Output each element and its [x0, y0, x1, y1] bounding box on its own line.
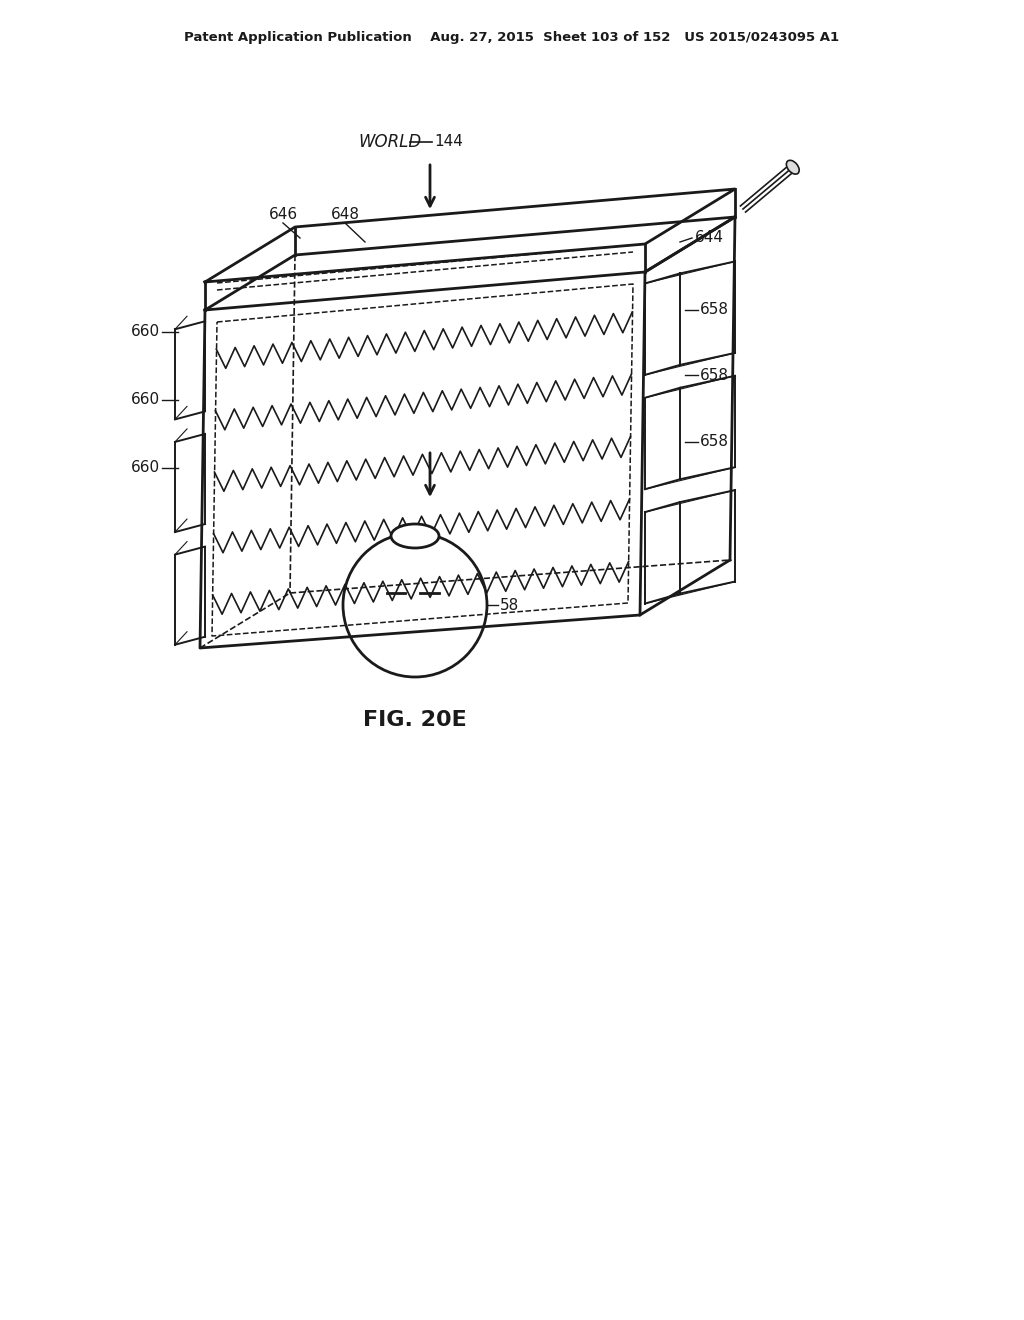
Text: 660: 660: [131, 325, 160, 339]
Text: 660: 660: [131, 461, 160, 475]
Text: 646: 646: [268, 207, 298, 222]
Text: 144: 144: [434, 135, 463, 149]
Text: 660: 660: [131, 392, 160, 408]
Text: 658: 658: [700, 434, 729, 450]
Text: 658: 658: [700, 367, 729, 383]
Text: 58: 58: [500, 598, 519, 612]
Text: 644: 644: [695, 231, 724, 246]
Text: WORLD: WORLD: [358, 133, 421, 150]
Ellipse shape: [391, 524, 439, 548]
Text: FIG. 20E: FIG. 20E: [364, 710, 467, 730]
Text: 658: 658: [700, 302, 729, 318]
Ellipse shape: [786, 160, 799, 174]
Text: Patent Application Publication    Aug. 27, 2015  Sheet 103 of 152   US 2015/0243: Patent Application Publication Aug. 27, …: [184, 30, 840, 44]
Text: 648: 648: [331, 207, 359, 222]
